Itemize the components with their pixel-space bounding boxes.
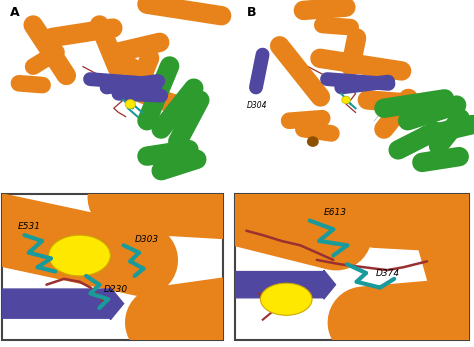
Text: E613: E613: [324, 208, 347, 217]
Text: B: B: [246, 6, 256, 19]
Circle shape: [125, 100, 136, 109]
Circle shape: [342, 96, 350, 104]
Text: D303: D303: [135, 235, 159, 244]
Circle shape: [308, 137, 318, 146]
Text: A: A: [9, 6, 19, 19]
Text: D230: D230: [104, 285, 128, 294]
Circle shape: [260, 283, 312, 315]
Text: E531: E531: [18, 222, 41, 231]
Circle shape: [80, 245, 168, 304]
Circle shape: [49, 235, 110, 276]
Text: D304: D304: [246, 101, 267, 110]
FancyArrow shape: [223, 270, 336, 299]
Text: D374: D374: [375, 269, 400, 278]
FancyArrow shape: [0, 288, 124, 320]
